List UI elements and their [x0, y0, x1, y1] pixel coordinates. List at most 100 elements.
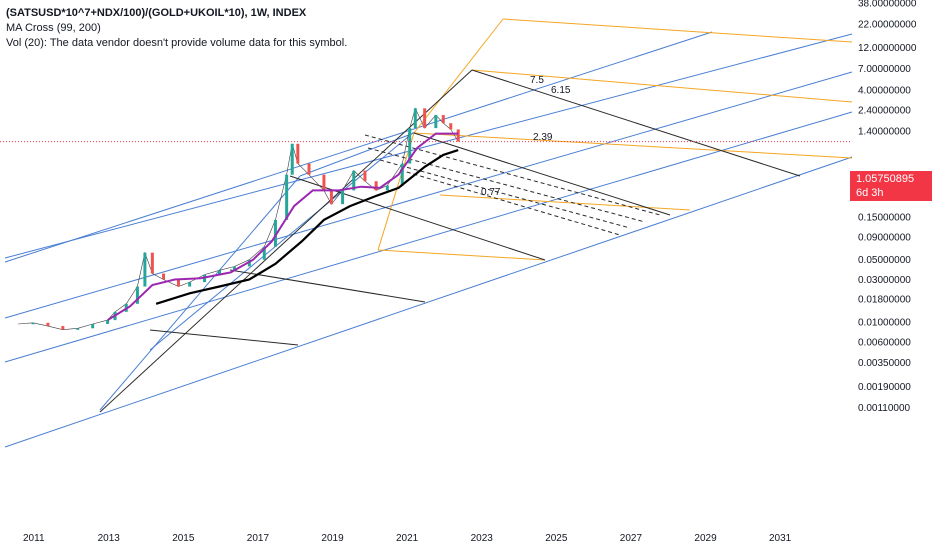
- channel-leg-2[interactable]: [149, 131, 415, 351]
- candle[interactable]: [135, 286, 139, 304]
- candle[interactable]: [290, 143, 294, 175]
- channel-leg-0[interactable]: [99, 175, 301, 411]
- time-tick-label: 2025: [545, 533, 568, 544]
- candle[interactable]: [143, 252, 147, 287]
- candle[interactable]: [76, 328, 80, 330]
- candle[interactable]: [285, 174, 289, 220]
- candle[interactable]: [273, 219, 277, 247]
- candle[interactable]: [449, 123, 453, 130]
- dashed-line-0[interactable]: [364, 134, 661, 216]
- time-tick-label: 2031: [769, 533, 792, 544]
- candle[interactable]: [61, 326, 65, 330]
- fib-label: 6.15: [551, 85, 571, 96]
- volume-indicator-label[interactable]: Vol (20): The data vendor doesn't provid…: [6, 37, 348, 49]
- candle[interactable]: [232, 266, 236, 271]
- bar-countdown: 6d 3h: [856, 187, 884, 199]
- candle[interactable]: [408, 128, 412, 164]
- fan-line-1[interactable]: [471, 69, 801, 177]
- price-tick-label: 38.00000000: [858, 0, 917, 10]
- candle[interactable]: [329, 190, 333, 205]
- fork-line-0[interactable]: [413, 18, 504, 134]
- candle[interactable]: [31, 322, 35, 325]
- fib-label: 2.39: [533, 132, 553, 143]
- price-tick-label: 0.01000000: [858, 318, 911, 329]
- dashed-line-1[interactable]: [367, 147, 646, 223]
- price-axis[interactable]: 38.00000000 22.00000000 12.00000000 7.00000…: [858, 0, 917, 414]
- price-tick-label: 0.00190000: [858, 382, 911, 393]
- channel-line-0[interactable]: [4, 156, 853, 448]
- ma-200-line: [155, 149, 459, 305]
- fork-line-5[interactable]: [377, 132, 415, 251]
- channel-line-4[interactable]: [4, 33, 853, 259]
- ma-99-line: [107, 132, 459, 321]
- fork-line-6[interactable]: [439, 194, 691, 211]
- ma-cross-indicator-label[interactable]: MA Cross (99, 200): [6, 22, 101, 34]
- candle[interactable]: [456, 129, 460, 142]
- fork-line-3[interactable]: [471, 69, 853, 103]
- fan-line-2[interactable]: [413, 132, 671, 216]
- price-tick-label: 1.40000000: [858, 126, 911, 137]
- candle[interactable]: [322, 174, 326, 191]
- chart-legend: (SATSUSD*10^7+NDX/100)/(GOLD+UKOIL*10), …: [6, 6, 347, 51]
- time-tick-label: 2011: [23, 533, 45, 544]
- candle[interactable]: [150, 252, 154, 274]
- price-tick-label: 0.00600000: [858, 337, 911, 348]
- price-tick-label: 2.40000000: [858, 105, 911, 116]
- fib-label: 7.5: [530, 75, 544, 86]
- candle[interactable]: [385, 185, 389, 191]
- candle[interactable]: [413, 108, 417, 129]
- time-axis[interactable]: 2011 2013 2015 2017 2019 2021 2023 2025 2027 2029…: [23, 533, 792, 544]
- candle[interactable]: [262, 246, 266, 260]
- time-tick-label: 2019: [321, 533, 344, 544]
- price-tick-label: 0.00350000: [858, 358, 911, 369]
- fib-label: 0.77: [481, 187, 501, 198]
- channel-line-1[interactable]: [4, 71, 853, 319]
- price-tick-label: 0.00110000: [858, 403, 911, 414]
- fib-labels: 7.5 6.15 2.39 0.77: [481, 75, 571, 198]
- fan-line-4[interactable]: [229, 269, 426, 303]
- candle[interactable]: [162, 273, 166, 280]
- candle[interactable]: [307, 163, 311, 175]
- candle[interactable]: [374, 181, 378, 191]
- fork-line-4[interactable]: [377, 249, 546, 261]
- fork-line-1[interactable]: [502, 18, 853, 43]
- candle[interactable]: [46, 322, 50, 327]
- candle[interactable]: [341, 190, 345, 205]
- candle[interactable]: [247, 259, 251, 267]
- last-price-value: 1.05750895: [856, 173, 915, 185]
- time-tick-label: 2027: [620, 533, 643, 544]
- candle[interactable]: [91, 323, 95, 329]
- price-tick-label: 0.01800000: [858, 295, 911, 306]
- price-tick-label: 0.05000000: [858, 255, 911, 266]
- candle[interactable]: [176, 279, 180, 287]
- moving-averages: [107, 132, 459, 321]
- dashed-line-2[interactable]: [379, 159, 631, 229]
- channel-line-2[interactable]: [4, 31, 713, 263]
- candle[interactable]: [400, 163, 404, 186]
- price-tick-label: 22.00000000: [858, 20, 917, 31]
- symbol-title[interactable]: (SATSUSD*10^7+NDX/100)/(GOLD+UKOIL*10), …: [6, 7, 307, 19]
- time-tick-label: 2017: [247, 533, 270, 544]
- price-tick-label: 0.09000000: [858, 233, 911, 244]
- dashed-line-3[interactable]: [399, 169, 621, 236]
- candle[interactable]: [352, 170, 356, 191]
- fork-line-2[interactable]: [413, 132, 853, 159]
- time-tick-label: 2023: [471, 533, 494, 544]
- candle[interactable]: [423, 108, 427, 129]
- price-tick-label: 12.00000000: [858, 43, 917, 54]
- candle[interactable]: [106, 320, 110, 324]
- candle[interactable]: [218, 270, 221, 275]
- channel-line-3[interactable]: [4, 111, 853, 363]
- price-polyline[interactable]: [18, 107, 459, 331]
- price-tick-label: 7.00000000: [858, 64, 911, 75]
- fan-line-5[interactable]: [149, 329, 299, 346]
- candle[interactable]: [441, 115, 445, 124]
- candle[interactable]: [434, 115, 438, 129]
- candle[interactable]: [363, 170, 367, 182]
- candle[interactable]: [188, 282, 192, 287]
- candle[interactable]: [296, 143, 300, 164]
- drawing-tools-layer[interactable]: [4, 18, 853, 448]
- last-price-badge: 1.05750895 6d 3h: [850, 171, 932, 201]
- time-tick-label: 2021: [396, 533, 419, 544]
